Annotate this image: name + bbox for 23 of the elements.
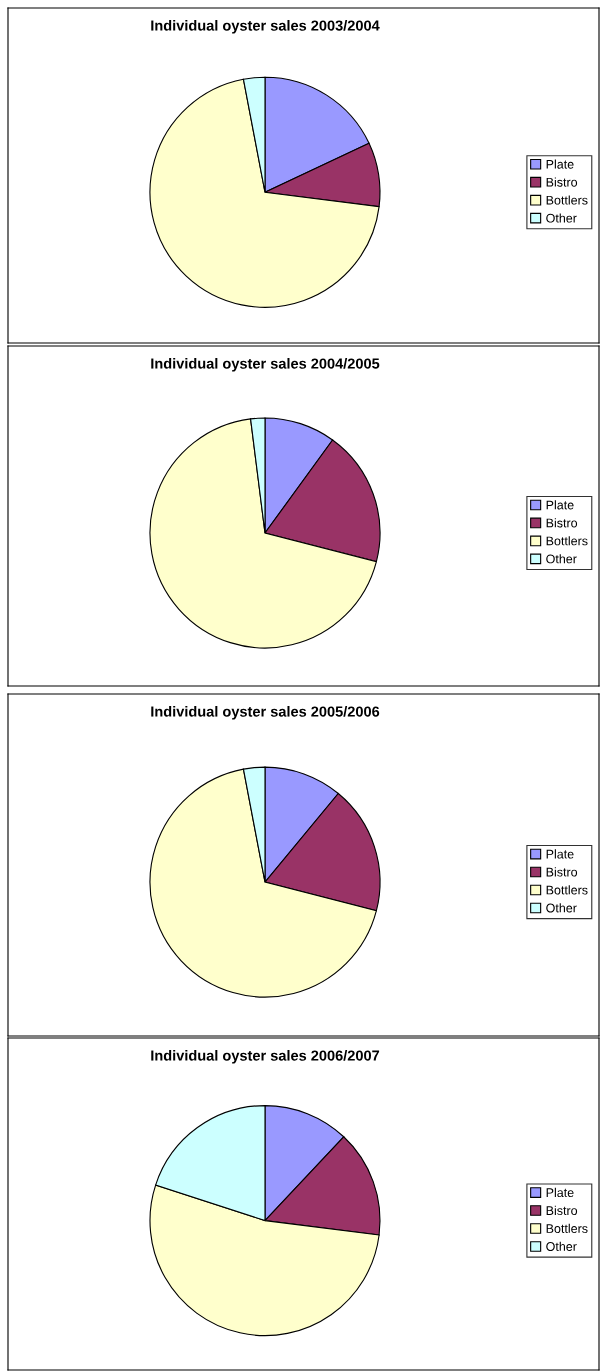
chart-title: Individual oyster sales 2003/2004 (151, 20, 380, 34)
legend-label: Bottlers (546, 885, 588, 895)
chart-title: Individual oyster sales 2005/2006 (151, 706, 380, 720)
legend-label: Other (546, 213, 577, 223)
legend-label: Plate (546, 849, 574, 859)
legend-label: Bottlers (546, 195, 588, 205)
legend-label: Bottlers (546, 536, 588, 546)
legend-label: Other (546, 903, 577, 913)
pie-slice (149, 78, 380, 308)
legend-label: Bistro (546, 177, 578, 187)
legend-label: Other (546, 554, 577, 564)
legend-label: Bistro (546, 1205, 578, 1215)
legend-label: Bistro (546, 867, 578, 877)
chart-title: Individual oyster sales 2004/2005 (151, 358, 380, 372)
legend-label: Plate (546, 500, 574, 510)
legend-label: Plate (546, 1187, 574, 1198)
chart-title: Individual oyster sales 2006/2007 (151, 1050, 380, 1064)
legend-label: Bottlers (546, 1223, 588, 1233)
pie-slice (149, 418, 377, 649)
legend-label: Plate (546, 159, 574, 169)
legend-label: Bistro (546, 518, 578, 528)
legend-label: Other (546, 1241, 577, 1251)
pie-slice (149, 768, 377, 998)
